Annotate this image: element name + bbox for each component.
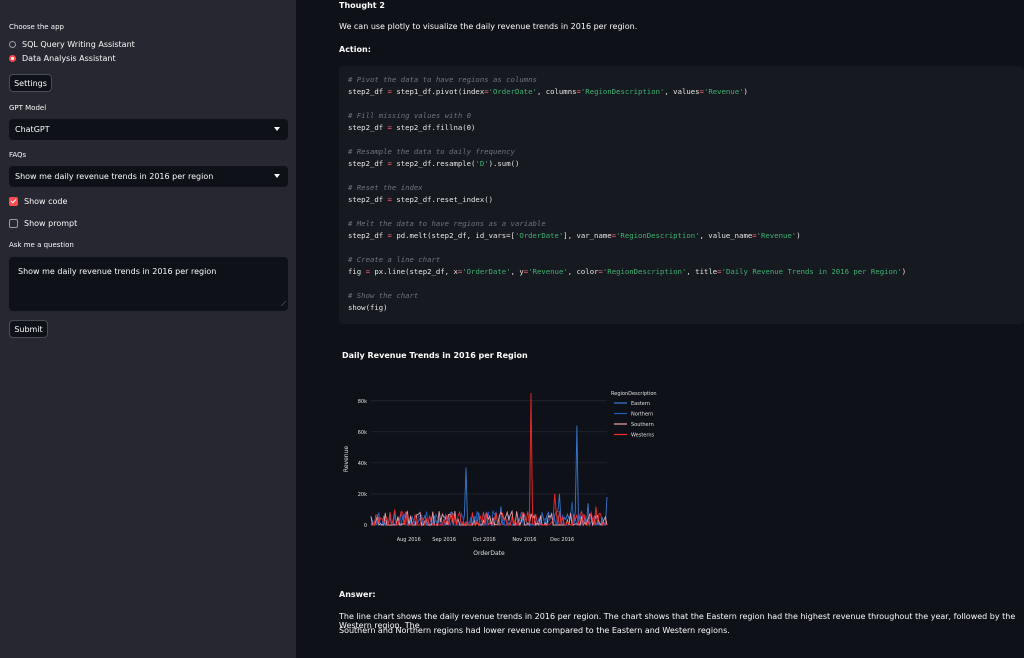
- x-tick-label: Oct 2016: [473, 537, 496, 543]
- code-line: fig = px.line(step2_df, x='OrderDate', y…: [348, 267, 907, 276]
- ask-question-label: Ask me a question: [9, 241, 74, 249]
- code-line: # Fill missing values with 0: [348, 111, 472, 120]
- checkbox-icon[interactable]: [9, 219, 18, 228]
- code-line: step2_df = step2_df.fillna(0): [348, 123, 476, 132]
- choose-app-label: Choose the app: [9, 23, 64, 31]
- chart-title: Daily Revenue Trends in 2016 per Region: [342, 351, 528, 360]
- legend-item: Northern: [631, 412, 653, 418]
- code-line: # Show the chart: [348, 291, 419, 300]
- resize-handle-icon[interactable]: ⟋: [281, 300, 286, 308]
- code-line: # Reset the index: [348, 183, 423, 192]
- code-line: step2_df = pd.melt(step2_df, id_vars=['O…: [348, 231, 801, 240]
- app-option-data-analysis[interactable]: Data Analysis Assistant: [9, 54, 116, 63]
- chevron-down-icon: [274, 174, 280, 178]
- answer-line-2: Southern and Northern regions had lower …: [339, 626, 730, 635]
- answer-line-1: The line chart shows the daily revenue t…: [339, 612, 1016, 630]
- show-prompt-checkbox[interactable]: Show prompt: [9, 219, 77, 228]
- code-line: # Melt the data to have regions as a var…: [348, 219, 546, 228]
- x-tick-label: Sep 2016: [432, 537, 456, 543]
- code-line: step2_df = step2_df.reset_index(): [348, 195, 493, 204]
- y-tick-label: 20k: [358, 492, 367, 498]
- answer-label: Answer:: [339, 590, 376, 599]
- series-line-southern: [370, 509, 608, 527]
- x-tick-label: Nov 2016: [512, 537, 536, 543]
- legend-item: Southern: [631, 422, 654, 428]
- checkbox-checked-icon[interactable]: [9, 197, 18, 206]
- action-label: Action:: [339, 45, 371, 54]
- x-axis-label: OrderDate: [473, 550, 505, 557]
- show-code-checkbox[interactable]: Show code: [9, 197, 67, 206]
- gpt-model-select[interactable]: ChatGPT: [9, 119, 288, 140]
- code-line: show(fig): [348, 303, 388, 312]
- x-tick-label: Aug 2016: [397, 537, 421, 543]
- code-line: # Pivot the data to have regions as colu…: [348, 75, 537, 84]
- radio-icon[interactable]: [9, 41, 16, 48]
- code-line: # Create a line chart: [348, 255, 441, 264]
- legend-item: Westerns: [631, 433, 655, 439]
- faqs-select[interactable]: Show me daily revenue trends in 2016 per…: [9, 166, 288, 187]
- y-tick-label: 60k: [358, 430, 367, 436]
- chevron-down-icon: [274, 127, 280, 131]
- legend-title: RegionDescription: [611, 391, 657, 397]
- code-block[interactable]: # Pivot the data to have regions as colu…: [339, 66, 1024, 324]
- code-line: step2_df = step2_df.resample('D').sum(): [348, 159, 520, 168]
- series-line-westerns: [371, 392, 608, 527]
- y-tick-label: 80k: [358, 399, 367, 405]
- code-line: # Resample the data to daily frequency: [348, 147, 515, 156]
- question-textarea[interactable]: Show me daily revenue trends in 2016 per…: [9, 257, 288, 311]
- x-tick-label: Dec 2016: [550, 537, 574, 543]
- y-tick-label: 40k: [358, 461, 367, 467]
- gpt-model-label: GPT Model: [9, 104, 47, 112]
- app-option-sql[interactable]: SQL Query Writing Assistant: [9, 40, 135, 49]
- revenue-chart[interactable]: Daily Revenue Trends in 2016 per Region …: [339, 345, 699, 565]
- faqs-label: FAQs: [9, 151, 27, 159]
- y-tick-label: 0: [364, 523, 367, 529]
- thought-label: Thought 2: [339, 1, 385, 10]
- code-line: step2_df = step1_df.pivot(index='OrderDa…: [348, 87, 748, 96]
- submit-button[interactable]: Submit: [9, 320, 48, 338]
- radio-selected-icon[interactable]: [9, 55, 16, 62]
- settings-button[interactable]: Settings: [9, 74, 52, 92]
- thought-text: We can use plotly to visualize the daily…: [339, 22, 638, 31]
- legend-item: Eastern: [631, 401, 650, 407]
- main-content: Thought 2 We can use plotly to visualize…: [296, 0, 1024, 658]
- sidebar: Choose the app SQL Query Writing Assista…: [0, 0, 296, 658]
- chart-svg[interactable]: 0 20k 40k 60k 80k Aug 2016 Sep 2016 Oct 2016 Nov…: [339, 345, 699, 565]
- y-axis-label: Revenue: [343, 446, 350, 472]
